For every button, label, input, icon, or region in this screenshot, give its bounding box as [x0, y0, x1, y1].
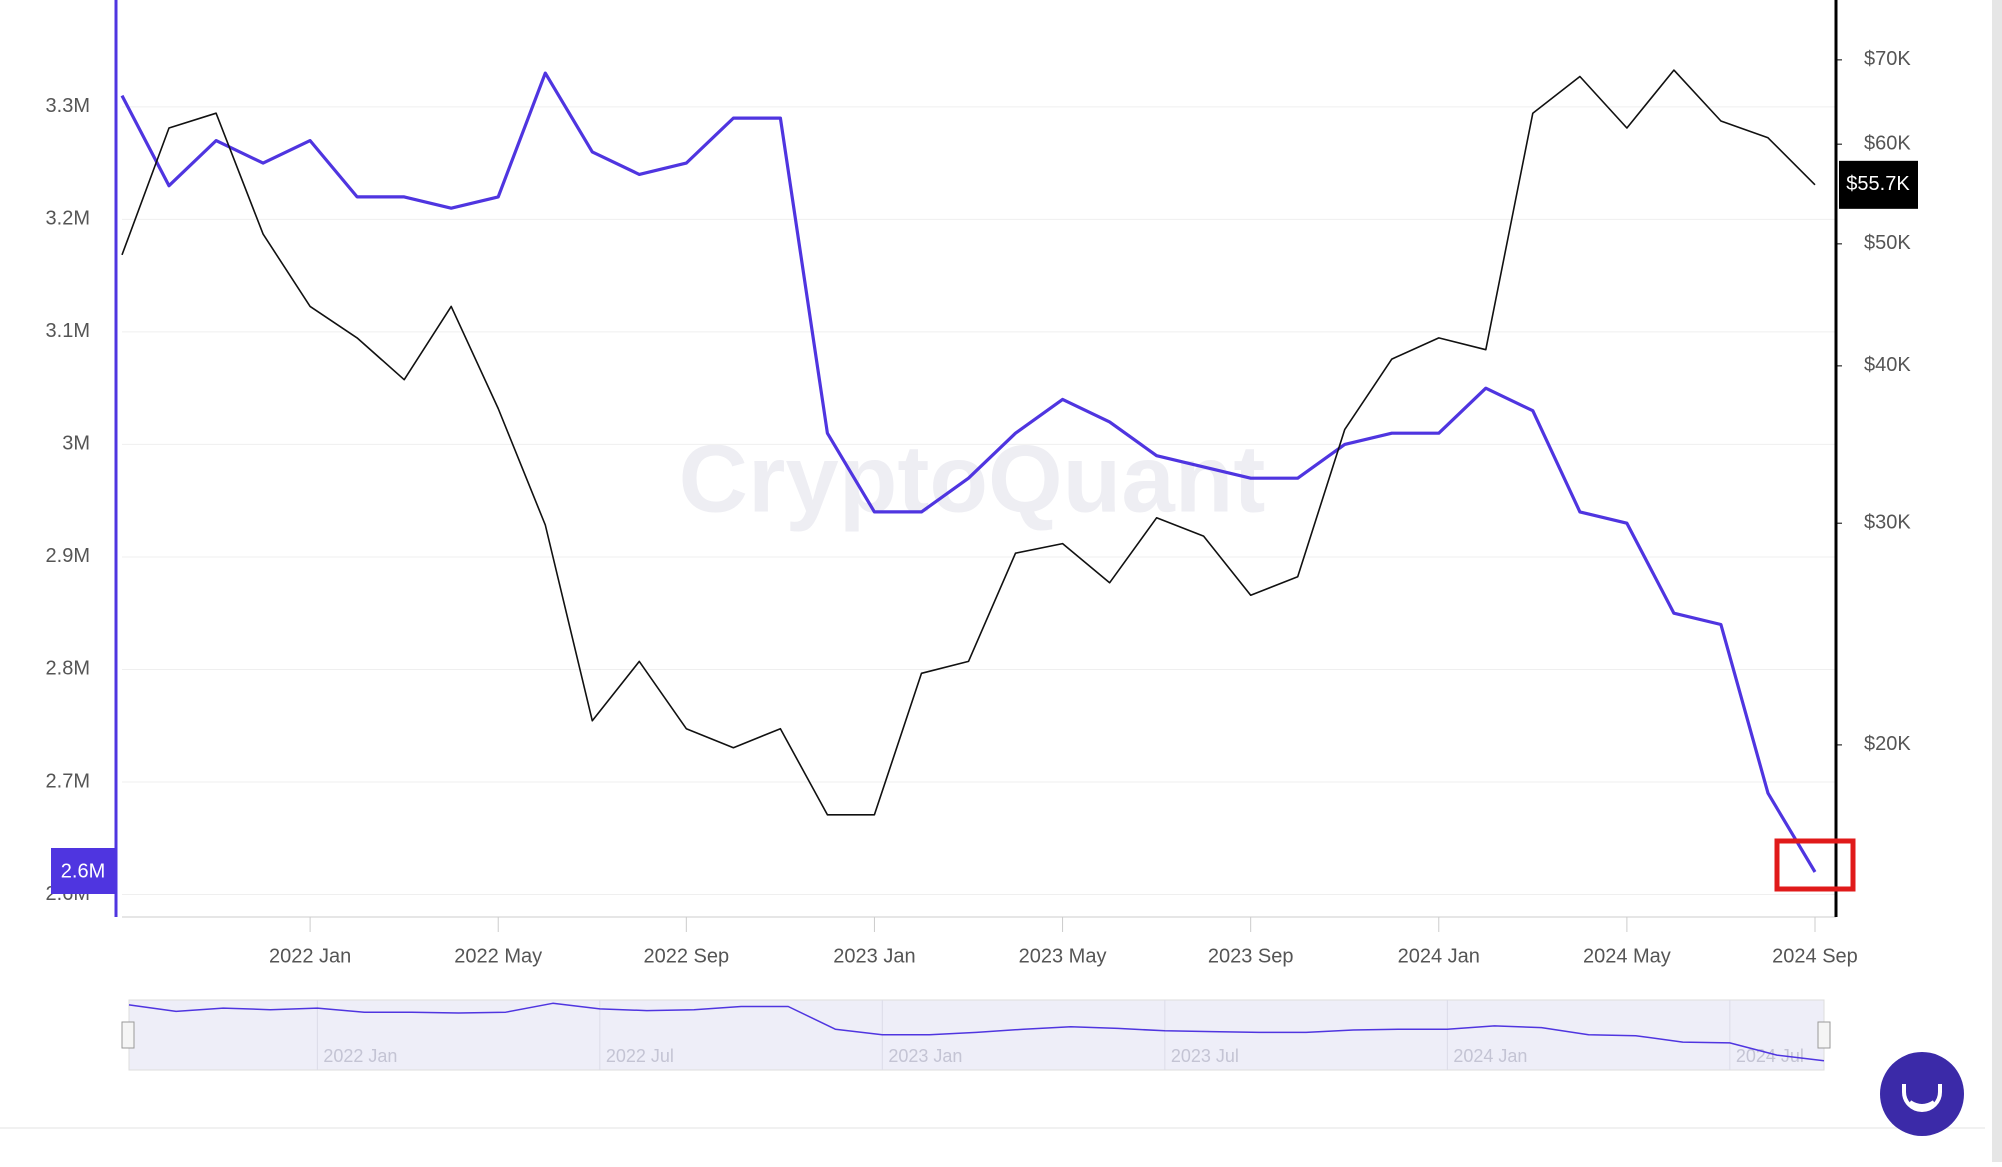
navigator-line — [128, 1002, 1825, 1062]
highlight-box — [1774, 838, 1856, 892]
y-tick-label: 3.1M — [46, 320, 90, 342]
watermark: CryptoQuant — [679, 425, 1266, 532]
navigator-label: 2023 Jan — [888, 1046, 962, 1066]
value-badge-label: $55.7K — [1846, 173, 1910, 195]
series-line — [121, 69, 1816, 816]
value-badge-label: 2.6M — [61, 860, 105, 882]
value-badge — [51, 847, 115, 894]
y2-tick-label: $70K — [1864, 48, 1911, 70]
navigator-label: 2023 Jul — [1171, 1046, 1239, 1066]
series-line — [120, 71, 1817, 873]
x-tick-label: 2022 Jan — [269, 945, 351, 967]
navigator-handle[interactable] — [121, 1021, 135, 1049]
y2-tick-label: $60K — [1864, 132, 1911, 154]
y-tick-label: 3.2M — [46, 208, 90, 230]
chat-icon — [1902, 1084, 1942, 1112]
x-tick-label: 2022 May — [454, 945, 542, 967]
y-tick-label: 2.8M — [46, 658, 90, 680]
x-tick-label: 2022 Sep — [644, 945, 730, 967]
navigator-label: 2022 Jul — [606, 1046, 674, 1066]
y2-tick-label: $20K — [1864, 733, 1911, 755]
navigator-label: 2022 Jan — [323, 1046, 397, 1066]
navigator-handle[interactable] — [1817, 1021, 1831, 1049]
y2-tick-label: $40K — [1864, 354, 1911, 376]
y-tick-label: 2.7M — [46, 770, 90, 792]
y2-tick-label: $50K — [1864, 232, 1911, 254]
navigator-label: 2024 Jul — [1736, 1046, 1804, 1066]
x-tick-label: 2023 Sep — [1208, 945, 1294, 967]
x-tick-label: 2023 May — [1019, 945, 1107, 967]
navigator-label: 2024 Jan — [1453, 1046, 1527, 1066]
y-tick-label: 2.9M — [46, 545, 90, 567]
y2-tick-label: $30K — [1864, 511, 1911, 533]
x-tick-label: 2024 Sep — [1772, 945, 1858, 967]
value-badge — [1839, 160, 1918, 209]
x-tick-label: 2023 Jan — [833, 945, 915, 967]
y-tick-label: 3M — [62, 433, 90, 455]
scrollbar — [1992, 0, 2002, 1162]
chat-button[interactable] — [1880, 1052, 1964, 1136]
x-tick-label: 2024 Jan — [1398, 945, 1480, 967]
x-tick-label: 2024 May — [1583, 945, 1671, 967]
y-tick-label: 3.3M — [46, 95, 90, 117]
